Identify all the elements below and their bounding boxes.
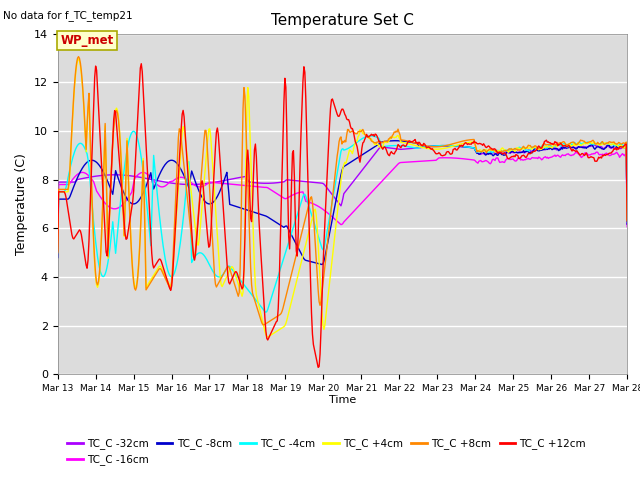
Legend: TC_C -32cm, TC_C -16cm, TC_C -8cm, TC_C -4cm, TC_C +4cm, TC_C +8cm, TC_C +12cm: TC_C -32cm, TC_C -16cm, TC_C -8cm, TC_C …	[63, 434, 590, 469]
Text: No data for f_TC_temp21: No data for f_TC_temp21	[3, 10, 133, 21]
Title: Temperature Set C: Temperature Set C	[271, 13, 414, 28]
Y-axis label: Temperature (C): Temperature (C)	[15, 153, 28, 255]
Text: WP_met: WP_met	[60, 34, 114, 47]
X-axis label: Time: Time	[329, 395, 356, 405]
